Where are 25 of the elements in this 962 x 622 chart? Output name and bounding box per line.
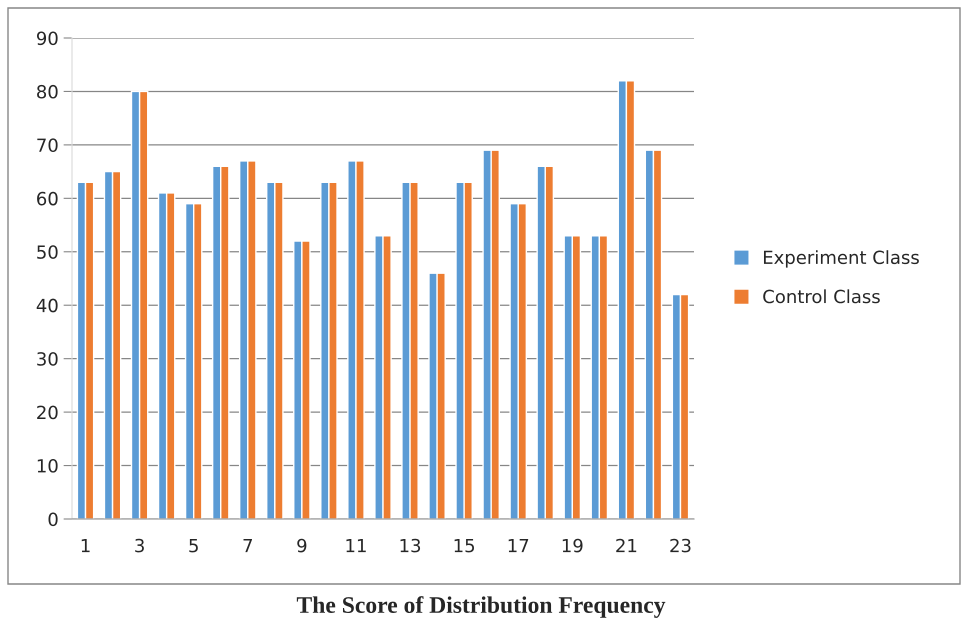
- x-tick-label: 17: [508, 539, 528, 552]
- y-tick-label: 80: [37, 84, 58, 99]
- y-tick-label: 90: [36, 31, 58, 46]
- x-tick-label: 19: [562, 538, 583, 552]
- x-tick-label: 21: [616, 538, 636, 552]
- x-tick-label: 3: [135, 538, 144, 552]
- x-tick-label: 9: [297, 538, 306, 552]
- x-tick-label: 7: [244, 539, 252, 552]
- y-tick-label: 50: [37, 245, 58, 259]
- y-tick-label: 20: [37, 406, 58, 420]
- y-tick-label: 70: [37, 138, 58, 152]
- text: The Score of Distribution Frequency: [296, 596, 666, 618]
- y-tick-label: 60: [37, 192, 58, 206]
- x-tick-label: 5: [189, 539, 198, 552]
- x-tick-label: 15: [454, 539, 474, 552]
- y-tick-label: 0: [48, 512, 58, 526]
- x-tick-label: 11: [346, 539, 366, 552]
- x-tick-label: 23: [670, 538, 691, 552]
- y-tick-label: 40: [36, 298, 58, 312]
- y-tick-label: 30: [37, 352, 58, 366]
- legend-label: Control Class: [763, 289, 880, 304]
- legend-label: Experiment Class: [764, 250, 919, 268]
- x-tick-label: 1: [82, 539, 90, 552]
- x-tick-label: 13: [400, 538, 420, 552]
- y-tick-label: 10: [38, 459, 58, 473]
